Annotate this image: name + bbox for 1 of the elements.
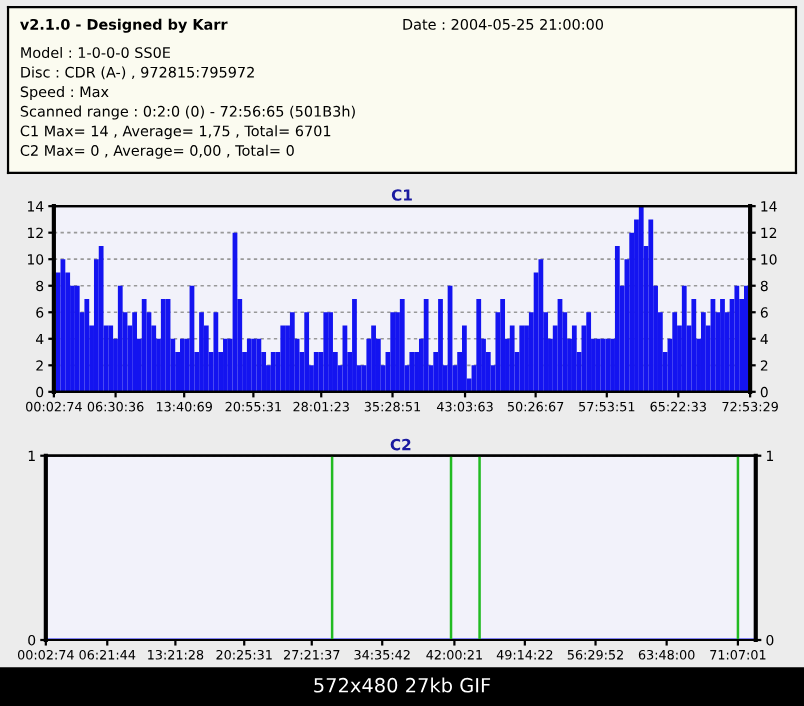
text: 572x480 27kb GIF [314, 677, 491, 693]
